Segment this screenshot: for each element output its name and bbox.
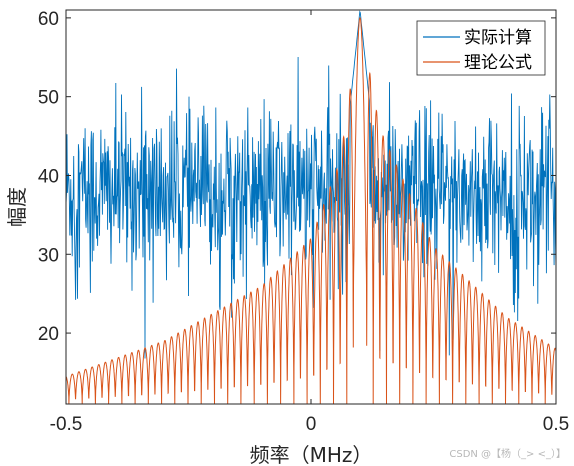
y-tick-label: 30 [38, 245, 59, 266]
x-tick-label: 0.5 [543, 414, 569, 435]
y-tick-label: 20 [38, 324, 59, 345]
y-axis-label: 幅度 [5, 187, 29, 227]
y-tick-label: 60 [38, 9, 59, 30]
series-actual-line [66, 10, 556, 359]
legend-label-actual: 实际计算 [464, 28, 532, 48]
legend-label-theory: 理论公式 [464, 53, 532, 73]
watermark: CSDN @【杨（_> <_）】 [449, 449, 566, 460]
y-tick-label: 40 [38, 166, 59, 187]
x-axis-label: 频率（MHz） [250, 443, 373, 466]
ticks-layer: -0.5 0 0.5 20 30 40 50 60 [38, 9, 569, 435]
y-tick-label: 50 [38, 88, 59, 109]
legend: 实际计算 理论公式 [416, 20, 546, 76]
series-layer [66, 10, 556, 404]
x-tick-label: -0.5 [50, 414, 83, 435]
x-tick-label: 0 [306, 414, 317, 435]
legend-box [416, 20, 546, 76]
series-theory-line [66, 17, 556, 404]
